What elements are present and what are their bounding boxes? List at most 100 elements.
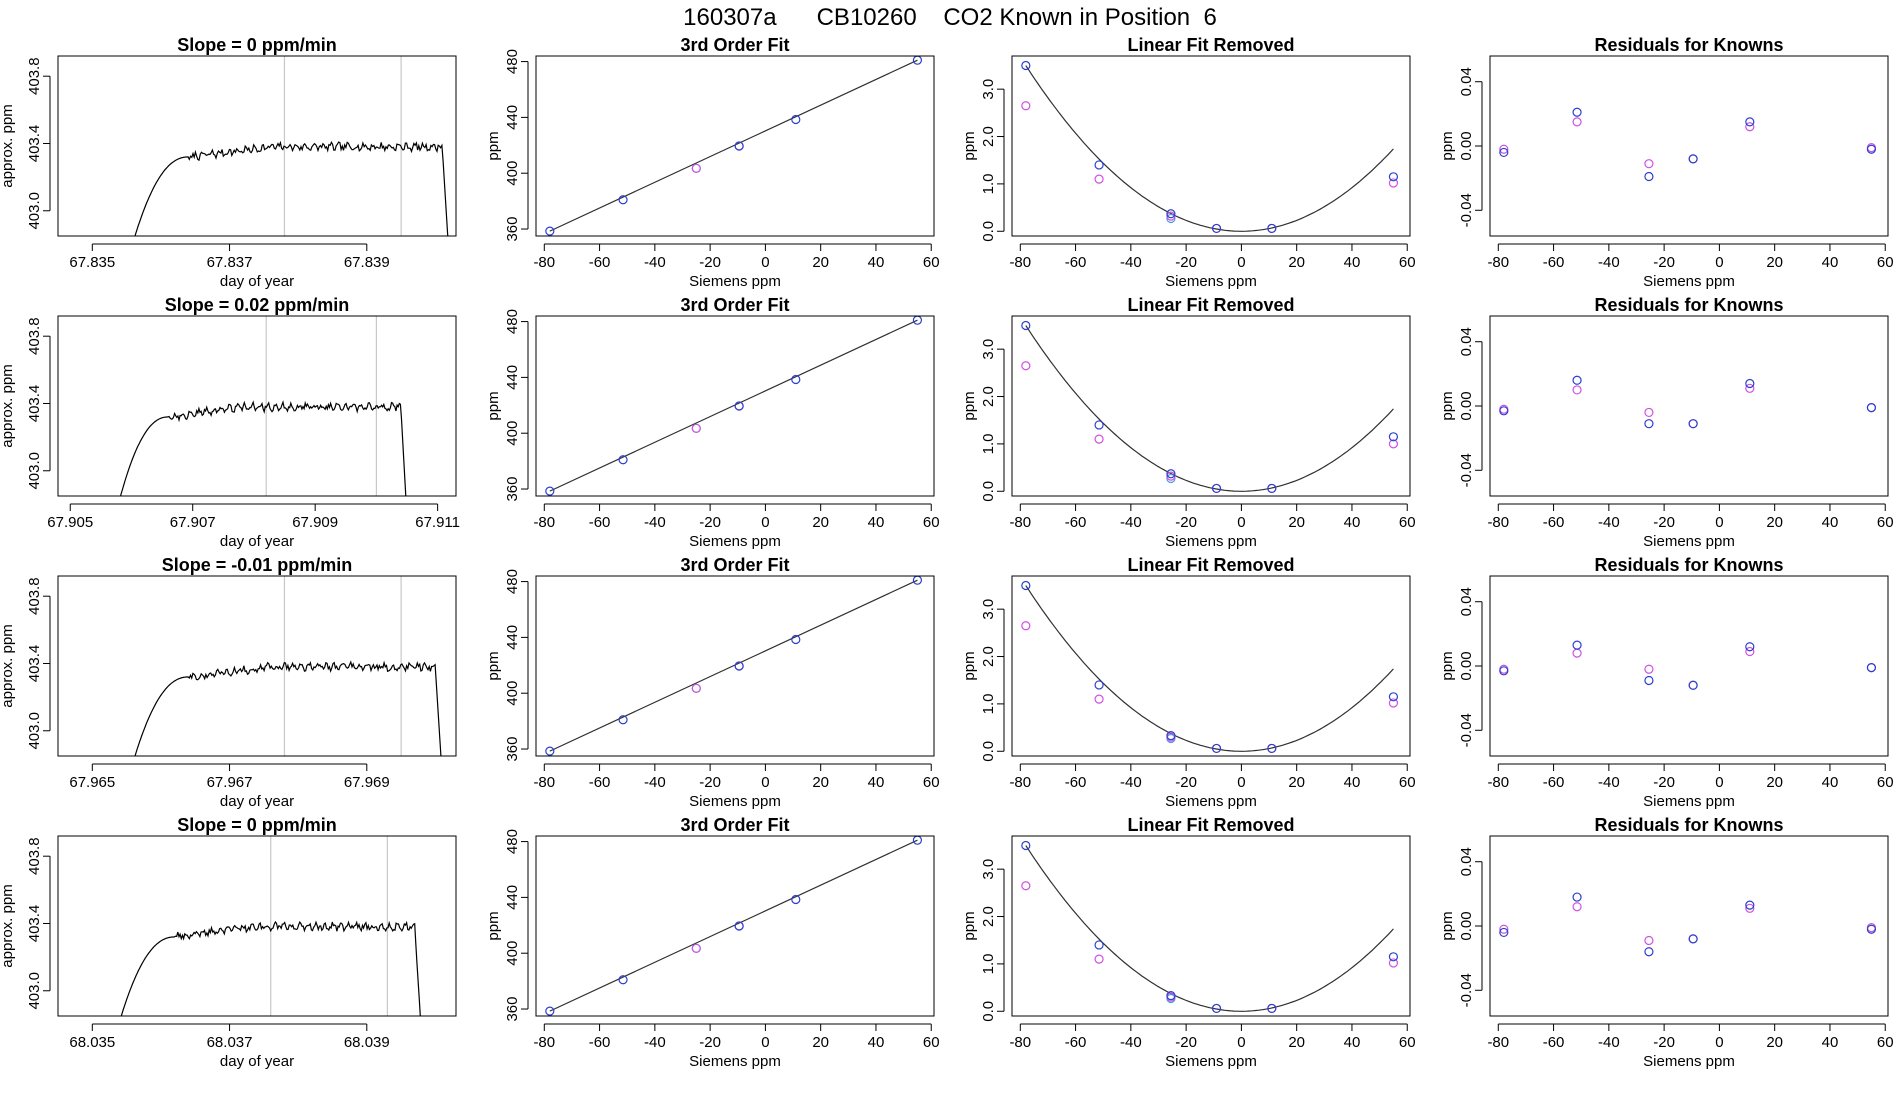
x-tick-label: -40 (1598, 1034, 1620, 1051)
y-axis-label: ppm (1439, 131, 1456, 160)
data-point-magenta (691, 943, 701, 953)
plot-frame (1011, 575, 1411, 757)
plot-frame (535, 55, 935, 237)
x-tick-label: -60 (1543, 514, 1565, 531)
plot-frame (57, 315, 457, 497)
data-point-blue (1166, 209, 1176, 219)
x-tick-label: 0 (1237, 774, 1245, 791)
data-point-cyan (1166, 213, 1176, 224)
x-tick-label: 60 (1877, 774, 1894, 791)
x-tick-label: 60 (923, 774, 940, 791)
plot-area (1499, 892, 1877, 957)
data-point-magenta (1745, 122, 1755, 132)
x-axis-label: day of year (220, 273, 294, 290)
x-tick-label: -60 (1065, 774, 1087, 791)
data-point-blue (1388, 692, 1399, 702)
x-tick-label: -80 (533, 254, 555, 271)
x-tick-label: 67.965 (69, 774, 115, 791)
data-point-blue (618, 715, 628, 725)
y-tick-label: 0.04 (1458, 67, 1475, 96)
panel-title: Linear Fit Removed (1127, 295, 1294, 315)
y-tick-label: -0.04 (1458, 453, 1475, 487)
y-tick-label: 0.0 (980, 221, 997, 242)
data-point-blue (1866, 924, 1877, 934)
x-axis-label: Siemens ppm (1165, 273, 1257, 290)
panel-3-1: 3rd Order Fit -80 -60 -40 -20 0 20 40 60 Siemens … (485, 815, 940, 1070)
y-tick-label: -0.04 (1458, 973, 1475, 1007)
panel-0-3: Residuals for Knowns -80 -60 -40 -20 0 20 40 60 S… (1439, 35, 1894, 290)
figure-title: 160307a CB10260 CO2 Known in Position 6 (683, 4, 1217, 31)
data-point-magenta (1021, 881, 1031, 891)
x-tick-label: 0 (761, 774, 769, 791)
x-tick-label: -40 (644, 1034, 666, 1051)
plot-area (1021, 60, 1399, 234)
plot-area (545, 836, 923, 1016)
x-tick-label: 60 (1399, 254, 1416, 271)
panel-title: 3rd Order Fit (680, 295, 789, 315)
y-axis-label: ppm (1439, 391, 1456, 420)
plot-frame (1011, 835, 1411, 1017)
y-tick-label: 400 (504, 421, 521, 446)
plot-area (119, 316, 407, 496)
x-tick-label: -80 (1009, 254, 1031, 271)
panel-title: Linear Fit Removed (1127, 35, 1294, 55)
panel-title: Residuals for Knowns (1594, 295, 1783, 315)
data-point-magenta (1745, 903, 1755, 913)
data-point-magenta (691, 163, 701, 173)
panel-1-3: Residuals for Knowns -80 -60 -40 -20 0 20 40 60 S… (1439, 295, 1894, 550)
data-point-blue (1572, 375, 1582, 385)
data-point-magenta (1021, 621, 1031, 631)
data-point-blue (618, 195, 628, 205)
x-tick-label: -20 (1653, 1034, 1675, 1051)
data-point-blue (1094, 680, 1104, 690)
data-point-blue (1388, 432, 1399, 442)
y-tick-label: 403.0 (26, 192, 43, 230)
x-tick-label: 20 (1288, 254, 1305, 271)
data-point-magenta (1644, 664, 1654, 674)
x-tick-label: 67.835 (69, 254, 115, 271)
x-axis-label: Siemens ppm (1643, 273, 1735, 290)
x-tick-label: -20 (1175, 774, 1197, 791)
fit-line (549, 579, 918, 752)
x-tick-label: 0 (761, 254, 769, 271)
x-axis-label: Siemens ppm (689, 273, 781, 290)
data-point-magenta (1021, 101, 1031, 111)
panel-title: Residuals for Knowns (1594, 35, 1783, 55)
y-tick-label: 403.8 (26, 317, 43, 355)
x-tick-label: 40 (1344, 774, 1361, 791)
panel-title: 3rd Order Fit (680, 35, 789, 55)
y-tick-label: 0.00 (1458, 911, 1475, 940)
y-tick-label: 400 (504, 161, 521, 186)
data-trace (119, 400, 407, 496)
plot-area (1021, 320, 1399, 494)
x-tick-label: -60 (1065, 254, 1087, 271)
panel-title: Residuals for Knowns (1594, 815, 1783, 835)
x-tick-label: -60 (589, 774, 611, 791)
panel-title: Slope = -0.01 ppm/min (162, 555, 353, 575)
y-tick-label: 0.00 (1458, 131, 1475, 160)
data-point-blue (791, 634, 801, 645)
data-trace (120, 920, 421, 1016)
x-tick-label: -20 (699, 1034, 721, 1051)
x-tick-label: -40 (1598, 514, 1620, 531)
x-tick-label: 40 (1344, 1034, 1361, 1051)
data-point-blue (1166, 469, 1176, 479)
x-axis-label: Siemens ppm (1165, 793, 1257, 810)
x-tick-label: 67.839 (344, 254, 390, 271)
x-tick-label: 68.037 (207, 1034, 253, 1051)
y-axis-label: ppm (1439, 911, 1456, 940)
data-point-blue (1866, 663, 1877, 673)
y-axis-label: approx. ppm (0, 624, 16, 707)
x-tick-label: -40 (1120, 774, 1142, 791)
x-tick-label: -80 (1487, 1034, 1509, 1051)
y-tick-label: 1.0 (980, 693, 997, 714)
x-tick-label: -20 (1653, 774, 1675, 791)
panel-title: Slope = 0 ppm/min (177, 35, 337, 55)
plot-area (134, 56, 449, 236)
x-tick-label: 40 (868, 774, 885, 791)
x-tick-label: 40 (1822, 254, 1839, 271)
x-tick-label: 0 (1715, 774, 1723, 791)
y-tick-label: 480 (504, 829, 521, 854)
plot-frame (1011, 315, 1411, 497)
